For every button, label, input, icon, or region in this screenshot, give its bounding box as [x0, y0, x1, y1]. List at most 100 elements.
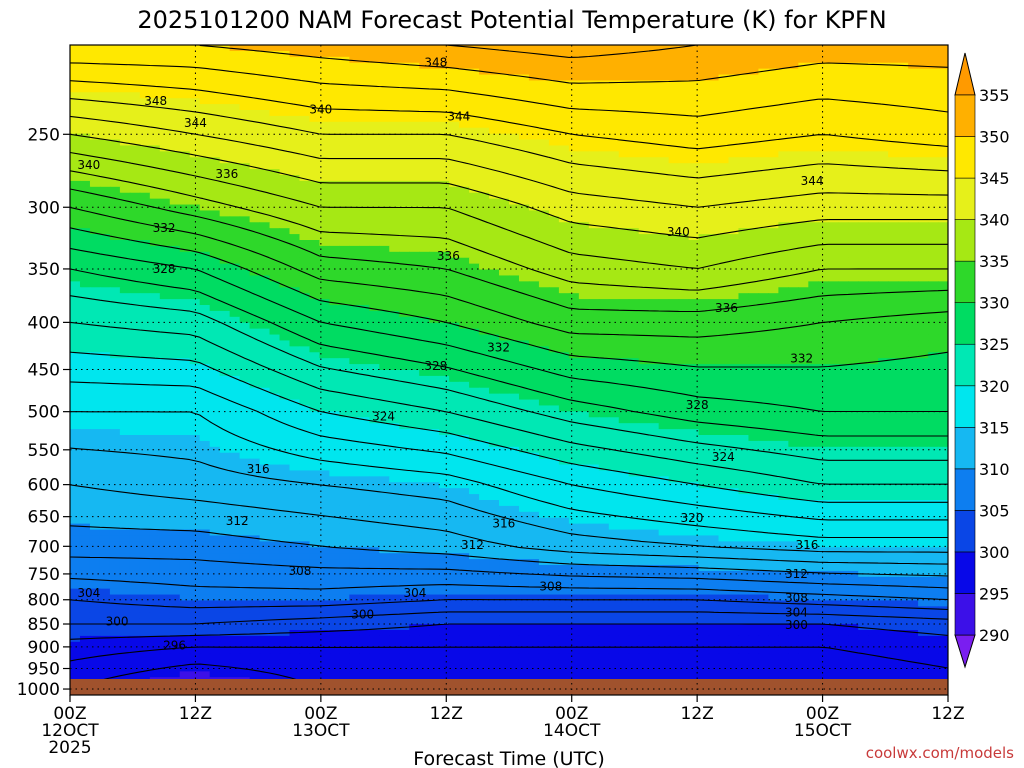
field-cell — [938, 127, 948, 135]
field-cell — [229, 281, 241, 288]
field-cell — [349, 340, 360, 347]
field-cell — [578, 175, 590, 182]
field-cell — [239, 192, 251, 200]
field-cell — [269, 175, 281, 182]
field-cell — [299, 251, 311, 259]
field-cell — [838, 334, 849, 342]
field-cell — [758, 316, 770, 324]
field-cell — [369, 145, 380, 152]
field-cell — [469, 121, 480, 129]
field-cell — [79, 299, 91, 306]
field-cell — [888, 127, 899, 135]
field-cell — [409, 305, 420, 312]
field-cell — [329, 56, 340, 64]
field-cell — [718, 68, 730, 76]
field-cell — [159, 50, 171, 58]
field-cell — [169, 186, 181, 194]
field-cell — [748, 192, 760, 200]
field-cell — [878, 364, 889, 371]
field-cell — [528, 98, 540, 105]
field-cell — [848, 104, 859, 111]
field-cell — [878, 45, 889, 52]
field-cell — [888, 45, 899, 52]
field-cell — [459, 92, 470, 99]
field-cell — [768, 163, 779, 170]
field-cell — [668, 86, 680, 93]
field-cell — [239, 50, 251, 58]
field-cell — [898, 110, 909, 117]
field-cell — [828, 222, 839, 229]
field-cell — [888, 322, 899, 330]
field-cell — [79, 115, 91, 123]
field-cell — [558, 98, 570, 105]
field-cell — [499, 127, 510, 135]
field-cell — [139, 310, 151, 318]
field-cell — [339, 92, 350, 99]
field-cell — [99, 74, 111, 82]
field-cell — [918, 115, 929, 123]
field-cell — [499, 370, 510, 377]
field-cell — [119, 163, 131, 170]
field-cell — [259, 133, 271, 141]
field-cell — [588, 121, 600, 129]
field-cell — [518, 86, 530, 93]
field-cell — [459, 139, 470, 147]
field-cell — [698, 175, 710, 182]
field-cell — [628, 139, 640, 147]
field-cell — [788, 305, 799, 312]
field-cell — [429, 334, 440, 342]
field-cell — [638, 127, 650, 135]
field-cell — [359, 370, 370, 377]
field-cell — [399, 139, 410, 147]
field-cell — [818, 275, 829, 282]
field-cell — [928, 204, 939, 212]
field-cell — [189, 210, 201, 217]
field-cell — [798, 234, 809, 241]
field-cell — [449, 92, 460, 99]
field-cell — [339, 62, 350, 70]
field-cell — [339, 352, 350, 359]
field-cell — [828, 299, 839, 306]
field-cell — [758, 322, 770, 330]
field-cell — [618, 104, 630, 111]
field-cell — [249, 328, 261, 336]
field-cell — [259, 127, 271, 135]
field-cell — [409, 157, 420, 164]
field-cell — [459, 299, 470, 306]
field-cell — [99, 364, 111, 371]
field-cell — [249, 86, 261, 93]
field-cell — [309, 340, 321, 347]
field-cell — [289, 98, 301, 105]
field-cell — [459, 269, 470, 277]
field-cell — [798, 86, 809, 93]
field-cell — [209, 121, 221, 129]
field-cell — [259, 328, 271, 336]
field-cell — [908, 210, 919, 217]
field-cell — [528, 62, 540, 70]
field-cell — [668, 127, 680, 135]
field-cell — [509, 74, 520, 82]
field-cell — [429, 245, 440, 253]
field-cell — [528, 340, 540, 347]
field-cell — [768, 328, 779, 336]
field-cell — [658, 127, 670, 135]
field-cell — [419, 316, 430, 324]
field-cell — [648, 334, 660, 342]
field-cell — [409, 322, 420, 330]
field-cell — [139, 68, 151, 76]
field-cell — [678, 98, 690, 105]
field-cell — [648, 56, 660, 64]
field-cell — [369, 186, 380, 194]
field-cell — [469, 92, 480, 99]
field-cell — [658, 98, 670, 105]
field-cell — [858, 98, 869, 105]
field-cell — [439, 180, 450, 188]
field-cell — [189, 346, 201, 353]
field-cell — [558, 305, 570, 312]
field-cell — [379, 287, 390, 294]
field-cell — [918, 240, 929, 247]
field-cell — [129, 328, 141, 336]
field-cell — [349, 121, 360, 129]
field-cell — [439, 74, 450, 82]
field-cell — [209, 86, 221, 93]
